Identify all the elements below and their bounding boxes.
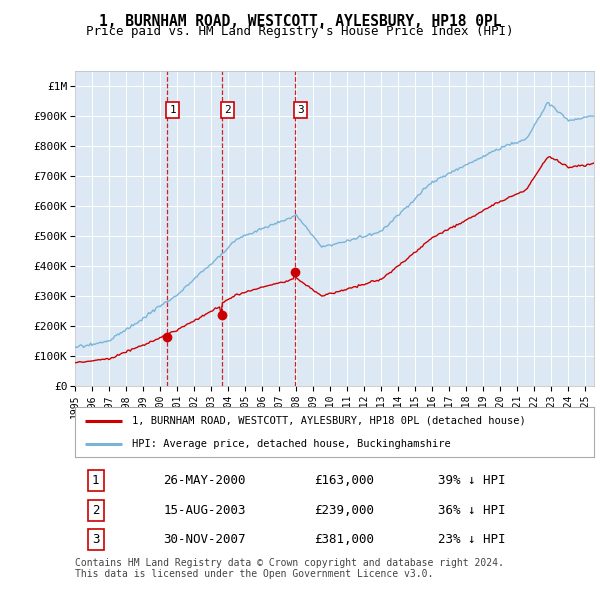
Text: 2: 2 [92, 503, 100, 517]
Text: 30-NOV-2007: 30-NOV-2007 [163, 533, 246, 546]
Text: 1, BURNHAM ROAD, WESTCOTT, AYLESBURY, HP18 0PL: 1, BURNHAM ROAD, WESTCOTT, AYLESBURY, HP… [99, 14, 501, 28]
Text: 36% ↓ HPI: 36% ↓ HPI [438, 503, 506, 517]
Text: 1, BURNHAM ROAD, WESTCOTT, AYLESBURY, HP18 0PL (detached house): 1, BURNHAM ROAD, WESTCOTT, AYLESBURY, HP… [132, 415, 526, 425]
Text: 3: 3 [92, 533, 100, 546]
Text: 15-AUG-2003: 15-AUG-2003 [163, 503, 246, 517]
Text: £239,000: £239,000 [314, 503, 374, 517]
Text: £163,000: £163,000 [314, 474, 374, 487]
Text: 26-MAY-2000: 26-MAY-2000 [163, 474, 246, 487]
Text: This data is licensed under the Open Government Licence v3.0.: This data is licensed under the Open Gov… [75, 569, 433, 579]
Text: 39% ↓ HPI: 39% ↓ HPI [438, 474, 506, 487]
Text: 2: 2 [224, 105, 231, 115]
Text: 1: 1 [169, 105, 176, 115]
Text: £381,000: £381,000 [314, 533, 374, 546]
Text: 3: 3 [298, 105, 304, 115]
Text: 23% ↓ HPI: 23% ↓ HPI [438, 533, 506, 546]
Text: Price paid vs. HM Land Registry's House Price Index (HPI): Price paid vs. HM Land Registry's House … [86, 25, 514, 38]
Text: Contains HM Land Registry data © Crown copyright and database right 2024.: Contains HM Land Registry data © Crown c… [75, 558, 504, 568]
Text: HPI: Average price, detached house, Buckinghamshire: HPI: Average price, detached house, Buck… [132, 439, 451, 449]
Text: 1: 1 [92, 474, 100, 487]
